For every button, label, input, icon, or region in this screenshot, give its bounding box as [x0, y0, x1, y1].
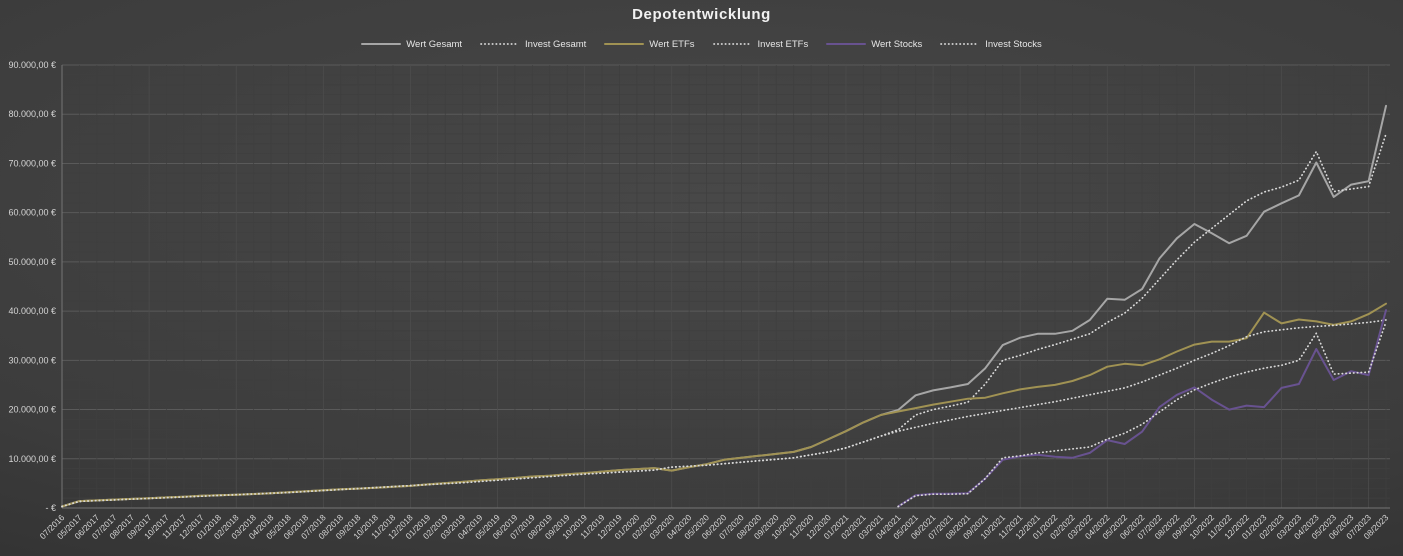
legend-dotted-line-swatch-icon — [480, 43, 520, 45]
y-axis-tick-label: 20.000,00 € — [8, 405, 56, 415]
legend-item-label: Wert Gesamt — [406, 38, 463, 50]
legend-item-label: Invest Stocks — [985, 38, 1042, 50]
legend-dotted-line-swatch-icon — [940, 43, 981, 45]
legend-item-wert-etfs: Wert ETFs — [604, 38, 695, 50]
legend-solid-line-swatch-icon — [604, 43, 645, 45]
y-axis-tick-label: 70.000,00 € — [8, 158, 56, 168]
legend-item-wert-stocks: Wert Stocks — [826, 39, 922, 50]
legend-solid-line-swatch-icon — [826, 43, 867, 45]
legend-item-invest-gesamt: Invest Gesamt — [480, 39, 586, 50]
chart-title: Depotentwicklung — [632, 6, 771, 23]
y-axis-tick-label: 60.000,00 € — [8, 208, 56, 218]
legend-item-label: Wert Stocks — [871, 38, 923, 50]
y-axis-tick-label: 50.000,00 € — [8, 257, 56, 267]
legend-item-label: Invest Gesamt — [525, 38, 587, 50]
series-line-invest-etfs — [61, 319, 1387, 508]
y-axis-tick-label: 10.000,00 € — [8, 454, 56, 464]
y-axis-tick-label: - € — [45, 503, 56, 513]
series-line-invest-stocks — [897, 321, 1387, 508]
legend-item-invest-stocks: Invest Stocks — [940, 39, 1042, 50]
y-axis-tick-label: 30.000,00 € — [8, 355, 56, 365]
legend-solid-line-swatch-icon — [361, 43, 402, 45]
legend-dotted-line-swatch-icon — [712, 43, 753, 45]
y-axis-tick-label: 40.000,00 € — [8, 306, 56, 316]
y-axis-tick-label: 90.000,00 € — [8, 60, 56, 70]
legend-item-label: Invest ETFs — [757, 38, 809, 50]
y-axis-tick-label: 80.000,00 € — [8, 109, 56, 119]
legend-item-invest-etfs: Invest ETFs — [712, 38, 809, 50]
legend-item-wert-gesamt: Wert Gesamt — [361, 39, 462, 50]
chart-legend: Wert Gesamt Invest Gesamt Wert ETFs Invest … — [0, 37, 1403, 51]
legend-item-label: Wert ETFs — [649, 38, 695, 50]
